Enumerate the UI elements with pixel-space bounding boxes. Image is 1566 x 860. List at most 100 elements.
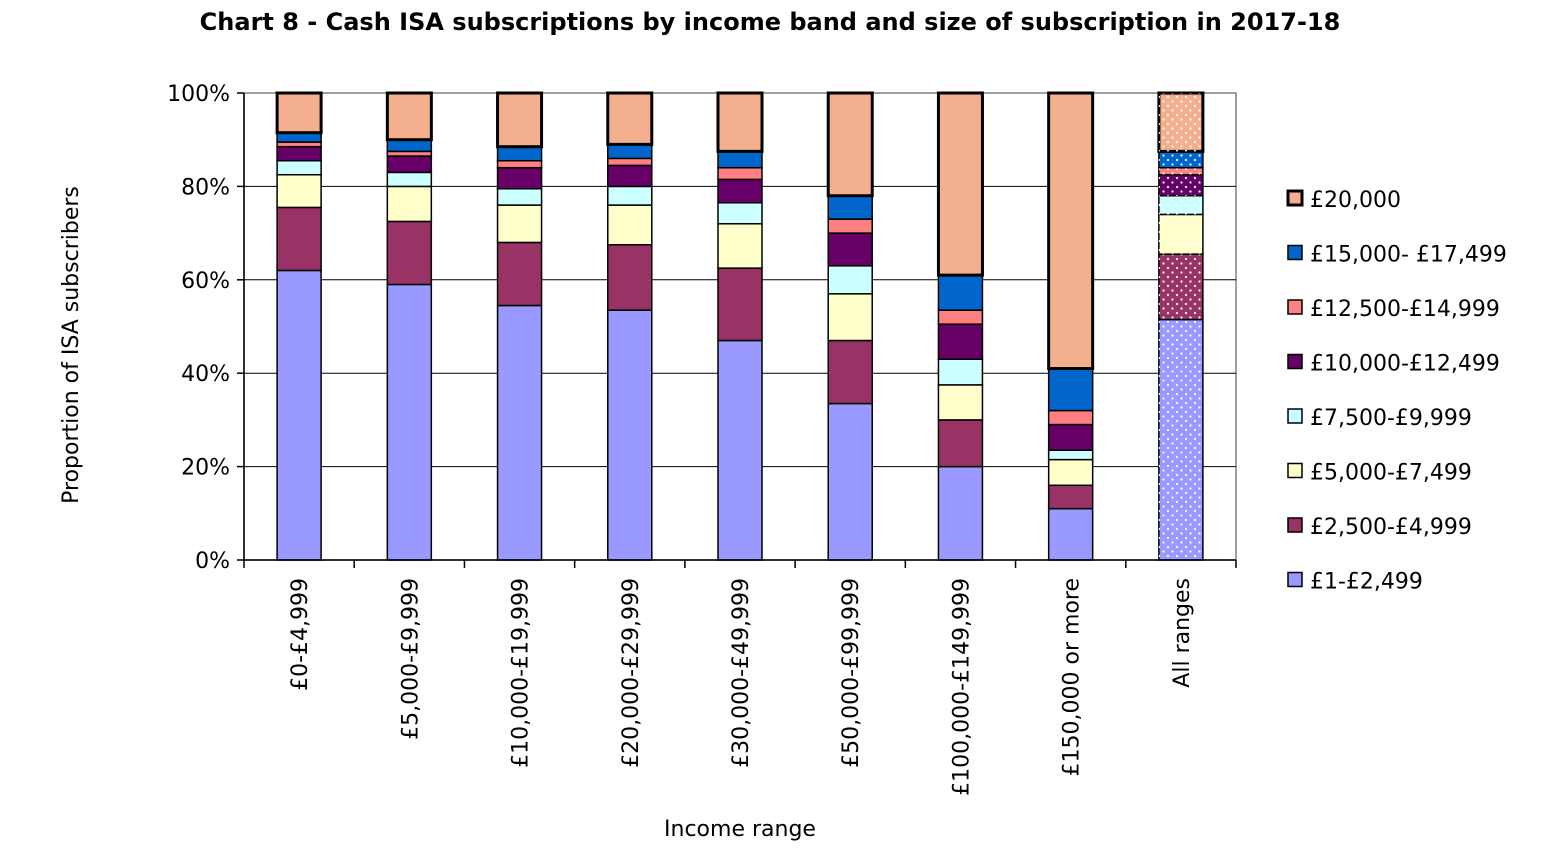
bar-segment [937,419,984,468]
bar-segment-pattern [1158,174,1203,196]
y-tick-label: 80% [181,175,230,200]
bar-segment [607,157,653,167]
bar-segment [607,185,653,206]
bar-segment [386,171,433,188]
legend-swatch [1287,408,1303,424]
bar-segment [827,194,873,220]
bar-segment [276,145,322,162]
bar-segment [937,358,984,386]
bar-segment [1047,507,1094,561]
bar-segment [936,91,984,277]
legend-swatch [1287,571,1303,588]
x-category-label: £20,000-£29,999 [619,578,644,768]
bar-segment [496,241,543,307]
bar-segment [276,159,322,176]
x-category-label: £0-£4,999 [288,578,313,691]
bar-segment [827,402,873,561]
x-category-label: £10,000-£19,999 [509,578,534,768]
bar-segment [496,187,543,206]
legend-label: £10,000-£12,499 [1310,352,1500,377]
bar-segment [606,91,654,146]
bar-segment [717,201,763,225]
bar-segment [937,323,984,360]
legend: £20,000 £15,000- £17,499 £12,500-£14,999 £1… [1286,188,1507,595]
bar-segment [717,150,763,169]
bar-segment-pattern [1158,319,1203,560]
x-category-label: £50,000-£99,999 [839,578,864,768]
y-tick-label: 0% [195,549,230,574]
bar-segment [385,91,433,142]
legend-label: £7,500-£9,999 [1310,406,1472,431]
bars [275,91,1205,561]
bar-segment [607,164,653,188]
bar-segment [827,293,873,342]
bar-segment [717,178,763,204]
bar-segment [717,267,763,342]
legend-swatch [1287,353,1303,370]
legend-swatch [1287,299,1303,315]
bar-segment [1047,484,1094,510]
chart-title: Chart 8 - Cash ISA subscriptions by inco… [199,8,1341,36]
y-tick-label: 60% [181,269,230,294]
bar-segment [827,218,873,234]
bar-segment-pattern [1158,214,1203,255]
legend-label: £1-£2,499 [1310,570,1423,595]
bar-segment-pattern [1158,93,1203,152]
x-category-label: £30,000-£49,999 [729,578,754,768]
bar-segment [275,91,323,135]
bar-segment [607,204,653,246]
bar-segment [496,304,543,561]
bar-segment-pattern [1158,195,1203,215]
legend-swatch [1287,517,1303,533]
bar-segment [607,143,653,160]
bar-segment [937,274,984,311]
bar-segment [717,339,763,561]
legend-swatch [1287,462,1303,479]
bar-segment [716,91,764,153]
x-category-label: £5,000-£9,999 [398,578,423,740]
bar-segment [496,91,544,149]
bar-segment [937,384,984,421]
legend-swatch [1286,189,1304,207]
x-category-label: £100,000-£149,999 [949,578,974,796]
y-tick-label: 100% [167,82,230,107]
bar-segment [276,269,322,561]
bar-segment [827,232,873,267]
bar-segment [827,265,873,295]
bar-segment [386,220,433,286]
legend-swatch [1287,244,1303,261]
x-category-label: £150,000 or more [1060,578,1085,776]
bar-segment [496,166,543,190]
x-category-label: All ranges [1170,578,1195,688]
bar-segment-pattern [1158,254,1203,320]
bar-segment [826,91,874,198]
y-axis-title: Proportion of ISA subscribers [59,186,84,504]
x-axis-title: Income range [664,817,816,842]
bar-segment [827,339,873,405]
bar-segment [1047,423,1094,452]
legend-label: £5,000-£7,499 [1310,461,1472,486]
bar-segment [607,309,653,561]
legend-label: £20,000 [1310,188,1401,213]
bar-segment [386,155,433,174]
bar-segment [496,159,543,169]
y-tick-label: 20% [181,456,230,481]
bar-segment [717,223,763,269]
bar-segment [937,309,984,325]
bar-segment [1047,91,1095,371]
legend-label: £12,500-£14,999 [1310,297,1500,322]
bar-segment [607,244,653,311]
bar-segment [1047,409,1094,426]
bar-segment [386,283,433,561]
bar-segment-pattern [1158,151,1203,168]
bar-segment [276,206,322,272]
bar-segment [496,204,543,244]
bar-segment [937,465,984,561]
legend-label: £2,500-£4,999 [1310,515,1472,540]
bar-segment [276,173,322,209]
y-tick-label: 40% [181,362,230,387]
bar-segment [386,138,433,153]
bar-segment [386,185,433,223]
bar-segment [717,166,763,181]
